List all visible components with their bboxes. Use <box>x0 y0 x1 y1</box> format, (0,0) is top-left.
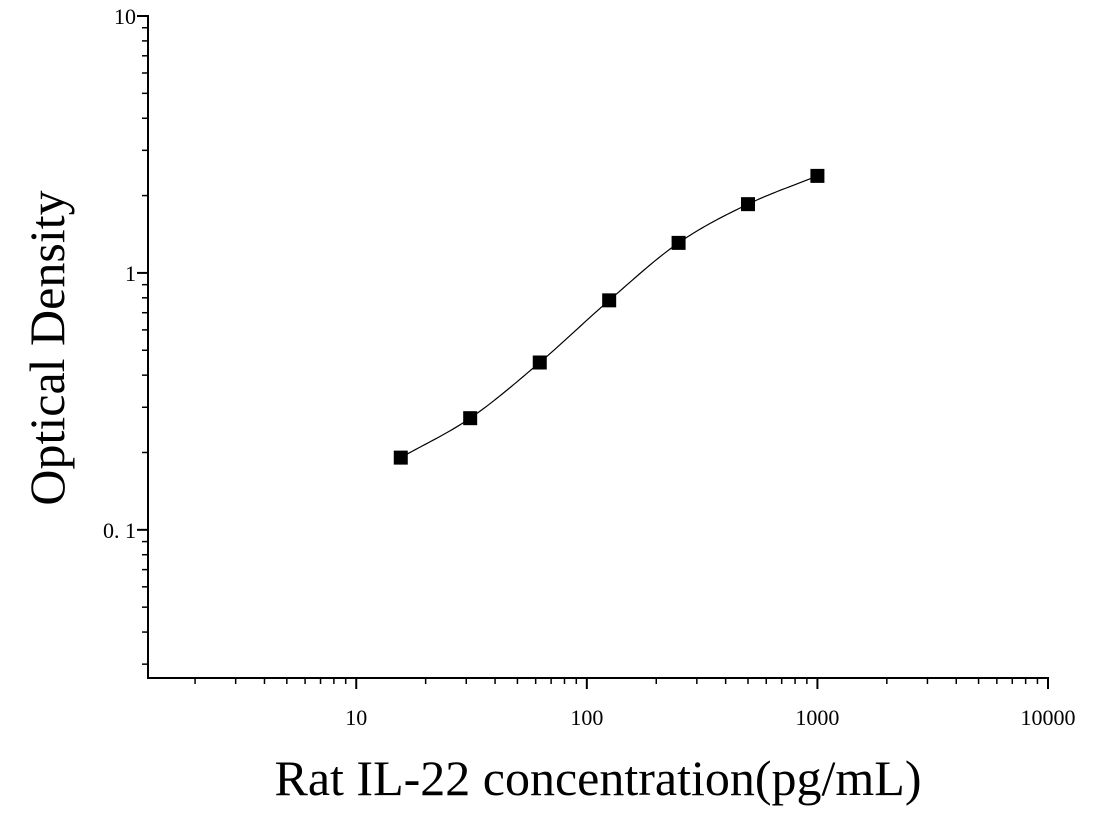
x-tick-label: 10000 <box>1021 705 1076 730</box>
y-axis-major-ticks <box>137 15 148 531</box>
y-axis-tick-labels: 0. 1 1 10 <box>103 4 136 543</box>
y-tick-label: 1 <box>125 261 136 286</box>
data-point <box>532 355 547 370</box>
x-axis-tick-labels: 10 100 1000 10000 <box>345 705 1075 730</box>
x-axis-title: Rat IL-22 concentration(pg/mL) <box>275 750 922 806</box>
x-tick-label: 1000 <box>795 705 839 730</box>
y-tick-label: 10 <box>114 4 136 29</box>
x-tick-label: 100 <box>570 705 603 730</box>
y-axis-title: Optical Density <box>19 190 75 505</box>
data-point <box>463 411 478 426</box>
data-point <box>741 197 755 212</box>
data-point <box>671 235 686 250</box>
x-tick-label: 10 <box>345 705 367 730</box>
data-point <box>810 168 825 183</box>
data-points <box>393 168 825 465</box>
x-axis-major-ticks <box>355 678 1049 689</box>
data-point <box>393 450 408 465</box>
y-tick-label: 0. 1 <box>103 518 136 543</box>
data-point <box>602 293 617 308</box>
